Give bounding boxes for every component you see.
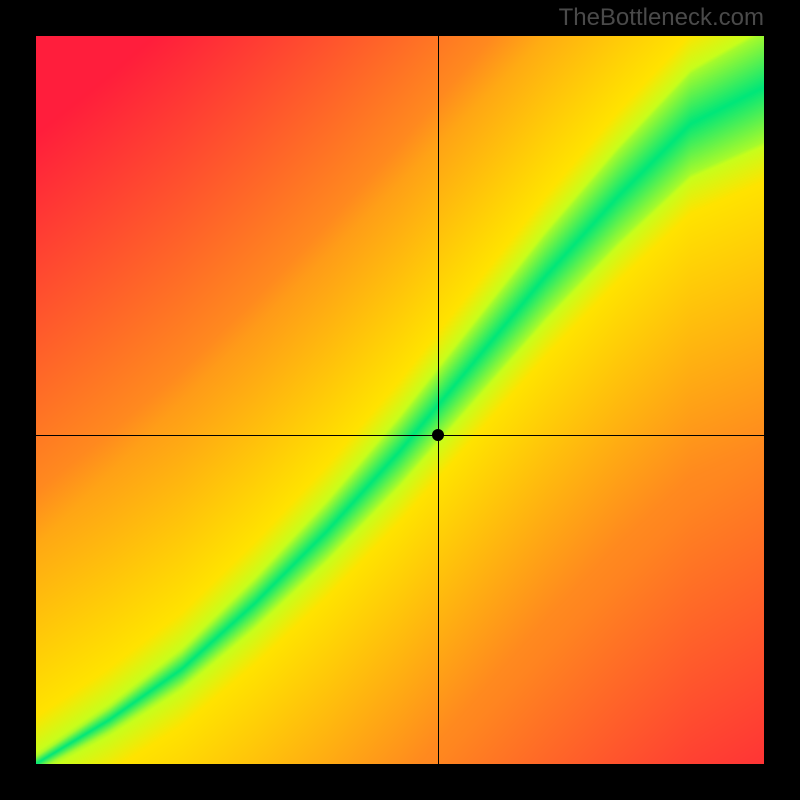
crosshair-marker <box>432 429 444 441</box>
watermark-text: TheBottleneck.com <box>559 4 764 32</box>
crosshair-vertical <box>438 36 439 764</box>
crosshair-horizontal <box>36 435 764 436</box>
heatmap-plot <box>36 36 764 764</box>
heatmap-canvas <box>36 36 764 764</box>
